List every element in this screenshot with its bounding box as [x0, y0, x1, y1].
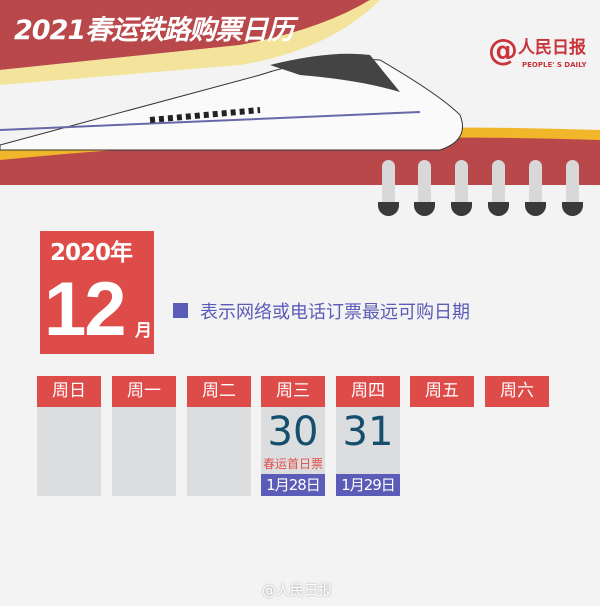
ring-icon: [562, 160, 583, 216]
weekday-header: 周日: [37, 376, 101, 407]
weekday-header: 周六: [485, 376, 549, 407]
year-label: 2020年: [50, 240, 133, 266]
empty-day-cell: [37, 407, 101, 496]
page-title: 2021春运铁路购票日历: [14, 15, 294, 46]
purchase-date: 1月29日: [336, 474, 400, 496]
weekday-header: 周一: [112, 376, 176, 407]
empty-day-cell: [187, 407, 251, 496]
day-column-sun: 周日: [37, 376, 101, 496]
legend-swatch: [173, 303, 188, 318]
day-column-tue: 周二: [187, 376, 251, 496]
month-box: 2020年 12 月: [40, 231, 154, 354]
weekday-header: 周四: [336, 376, 400, 407]
watermark: @人民日报: [262, 583, 332, 599]
day-column-thu: 周四 31 1月29日: [336, 376, 400, 496]
day-column-mon: 周一: [112, 376, 176, 496]
day-cell-30: 30 春运首日票 1月28日: [261, 407, 325, 496]
day-note: 春运首日票: [262, 457, 323, 471]
day-number: 30: [267, 409, 319, 455]
empty-day-cell: [112, 407, 176, 496]
ring-icon: [378, 160, 399, 216]
ring-icon: [525, 160, 546, 216]
month-suffix: 月: [135, 321, 152, 341]
ring-icon: [451, 160, 472, 216]
month-number: 12: [44, 267, 127, 352]
weekday-header: 周三: [261, 376, 325, 407]
ring-icon: [414, 160, 435, 216]
weekday-header: 周五: [410, 376, 474, 407]
day-column-sat: 周六: [485, 376, 549, 407]
header-train-illustration: [0, 0, 600, 185]
legend-text: 表示网络或电话订票最远可购日期: [200, 302, 470, 323]
weekday-header: 周二: [187, 376, 251, 407]
day-number: 31: [342, 409, 394, 455]
day-column-fri: 周五: [410, 376, 474, 407]
purchase-date: 1月28日: [261, 474, 325, 496]
day-cell-31: 31 1月29日: [336, 407, 400, 496]
day-column-wed: 周三 30 春运首日票 1月28日: [261, 376, 325, 496]
ring-icon: [488, 160, 509, 216]
